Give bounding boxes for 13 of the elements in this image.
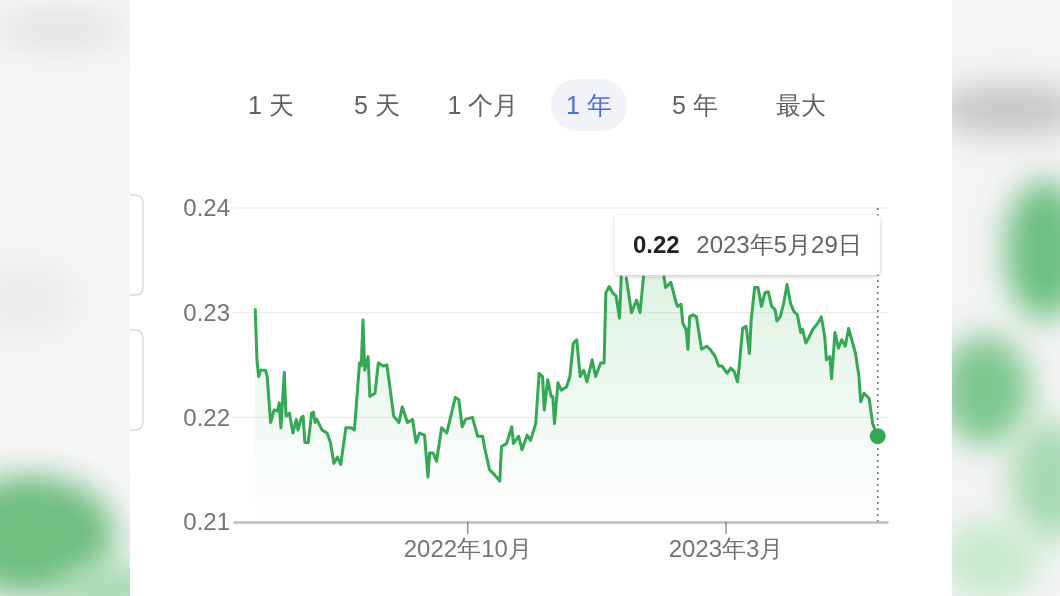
y-tick-label: 0.23 xyxy=(183,298,230,326)
text: 1 年 xyxy=(566,90,612,119)
ref-line-label: 0.22 2023年5月29日 xyxy=(632,231,862,259)
y-tick-label: 0.24 xyxy=(183,194,230,222)
text: 5 年 xyxy=(672,90,718,119)
text: 1 个月 xyxy=(447,90,519,119)
y-tick-label: 0.22 xyxy=(183,403,230,431)
text: 1 天 xyxy=(248,90,294,119)
text: 5 天 xyxy=(354,90,400,119)
text: 最大 xyxy=(776,90,826,119)
x-tick-label: 2023年3月 xyxy=(668,535,784,563)
x-tick-label: 2022年10月 xyxy=(403,535,532,563)
y-tick-label: 0.21 xyxy=(183,508,230,536)
